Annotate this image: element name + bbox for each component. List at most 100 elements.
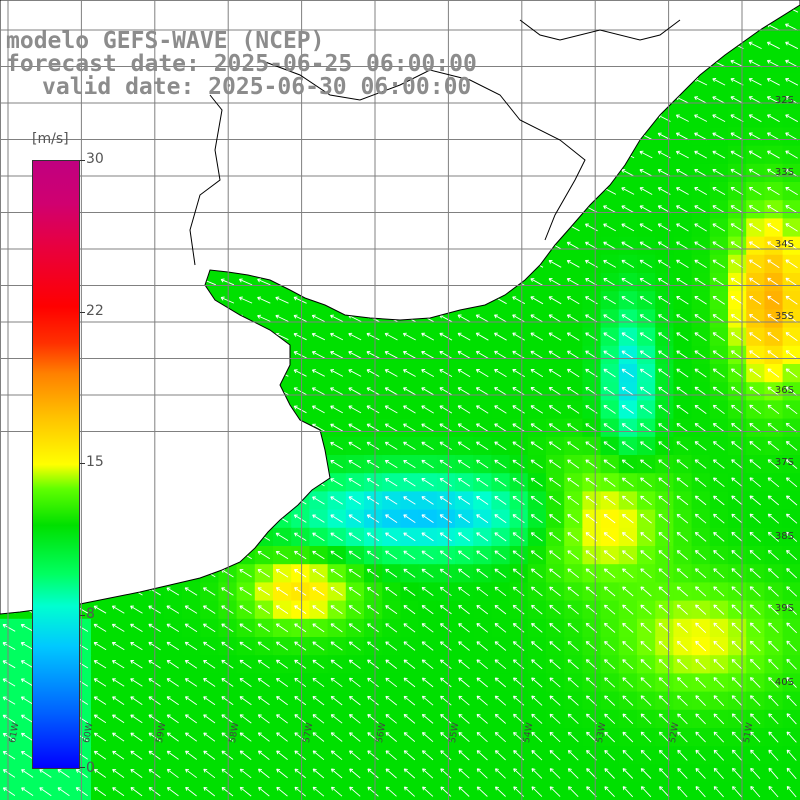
wind-arrow	[21, 787, 34, 796]
wind-arrow	[421, 605, 434, 615]
wind-arrow	[403, 786, 416, 797]
wind-arrow	[694, 223, 707, 232]
wind-arrow	[421, 496, 434, 505]
wind-speed-cell	[746, 782, 765, 800]
wind-arrow	[712, 168, 726, 177]
wind-arrow	[439, 332, 453, 341]
wind-arrow	[293, 387, 307, 395]
wind-arrow	[768, 731, 779, 743]
wind-arrow	[275, 659, 289, 669]
wind-arrow	[730, 277, 744, 287]
wind-arrow	[750, 713, 761, 725]
wind-arrow	[603, 350, 616, 360]
wind-arrow	[730, 332, 744, 342]
wind-arrow	[184, 587, 198, 596]
wind-arrow	[366, 387, 380, 396]
wind-arrow	[184, 659, 198, 669]
wind-arrow	[567, 677, 579, 688]
wind-arrow	[749, 314, 762, 323]
wind-speed-cell	[200, 782, 219, 800]
wind-arrow	[767, 568, 779, 579]
wind-arrow	[239, 623, 252, 633]
wind-arrow	[348, 677, 361, 688]
wind-arrow	[694, 513, 707, 524]
wind-arrow	[621, 495, 634, 506]
wind-arrow	[639, 259, 653, 268]
wind-arrow	[786, 586, 798, 597]
wind-arrow	[494, 586, 507, 597]
wind-arrow	[348, 350, 362, 359]
wind-arrow	[348, 623, 361, 633]
wind-arrow	[603, 495, 616, 506]
wind-arrow	[675, 132, 689, 141]
wind-arrow	[766, 59, 780, 68]
wind-arrow	[185, 750, 197, 760]
wind-arrow	[257, 714, 270, 724]
wind-arrow	[604, 641, 616, 652]
wind-arrow	[294, 750, 307, 761]
wind-arrow	[221, 587, 234, 596]
wind-arrow	[658, 622, 670, 633]
wind-arrow	[312, 659, 325, 669]
wind-arrow	[239, 587, 252, 596]
wind-arrow	[440, 713, 452, 724]
wind-arrow	[676, 386, 689, 396]
wind-arrow	[766, 41, 780, 50]
wind-arrow	[712, 459, 725, 469]
wind-arrow	[276, 750, 288, 760]
wind-arrow	[330, 750, 343, 761]
wind-arrow	[130, 678, 143, 687]
wind-arrow	[294, 641, 307, 651]
wind-arrow	[603, 568, 616, 579]
wind-arrow	[786, 785, 797, 798]
wind-arrow	[2, 769, 16, 778]
wind-arrow	[366, 332, 380, 341]
wind-arrow	[403, 514, 416, 523]
wind-arrow	[458, 786, 470, 797]
wind-arrow	[203, 623, 216, 633]
wind-arrow	[385, 659, 398, 669]
wind-arrow	[366, 350, 380, 359]
wind-arrow	[330, 641, 343, 651]
wind-arrow	[367, 714, 379, 724]
wind-arrow	[293, 351, 307, 359]
wind-arrow	[403, 605, 416, 615]
wind-arrow	[549, 604, 561, 615]
wind-arrow	[566, 296, 580, 305]
wind-arrow	[621, 168, 635, 177]
wind-speed-cell	[782, 218, 800, 238]
wind-arrow	[694, 168, 708, 177]
wind-arrow	[403, 695, 416, 706]
wind-speed-cell	[382, 782, 401, 800]
wind-arrow	[93, 605, 107, 614]
wind-arrow	[767, 205, 780, 214]
wind-arrow	[622, 604, 634, 615]
wind-arrow	[439, 532, 452, 542]
wind-arrow	[530, 368, 544, 378]
wind-arrow	[676, 531, 689, 542]
wind-arrow	[622, 640, 634, 652]
wind-arrow	[221, 678, 234, 687]
wind-arrow	[785, 23, 799, 31]
wind-arrow	[549, 586, 561, 597]
wind-arrow	[239, 696, 252, 706]
wind-speed-cell	[782, 345, 800, 365]
wind-arrow	[768, 695, 779, 707]
wind-arrow	[749, 695, 761, 707]
wind-arrow	[548, 368, 562, 378]
wind-arrow	[458, 695, 470, 706]
wind-arrow	[458, 750, 470, 761]
wind-arrow	[494, 350, 507, 359]
wind-arrow	[257, 569, 271, 578]
wind-arrow	[640, 695, 652, 706]
wind-arrow	[548, 423, 562, 432]
wind-arrow	[422, 786, 434, 797]
colorbar-unit: [m/s]	[32, 131, 69, 147]
wind-arrow	[476, 514, 489, 524]
wind-arrow	[712, 114, 726, 122]
wind-arrow	[695, 786, 706, 798]
wind-speed-cell	[782, 200, 800, 219]
wind-arrow	[257, 659, 270, 669]
wind-arrow	[730, 78, 744, 86]
wind-arrow	[494, 750, 506, 761]
